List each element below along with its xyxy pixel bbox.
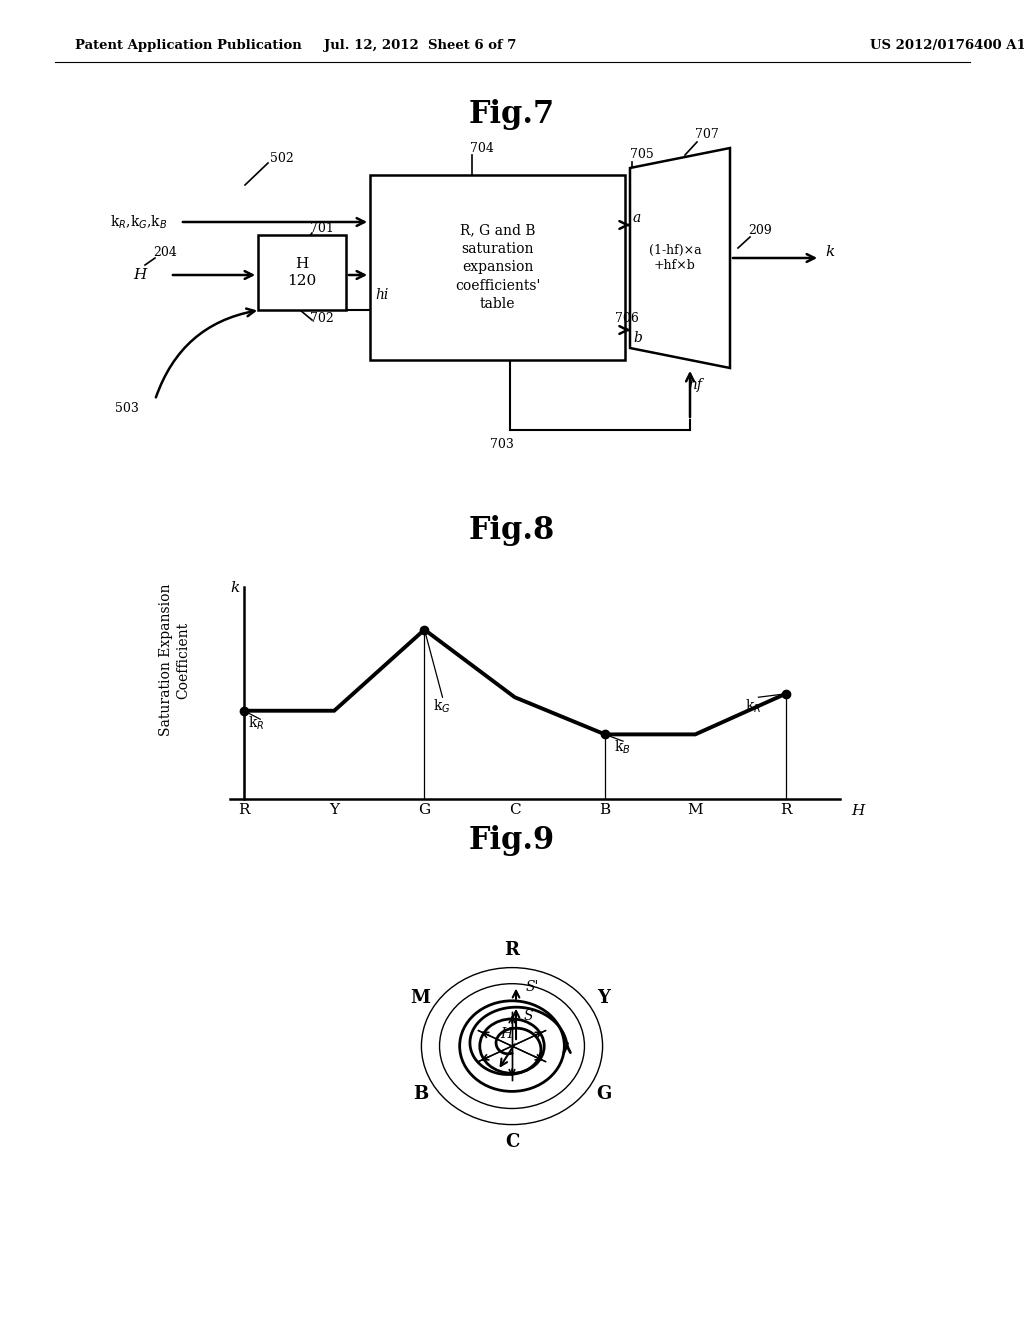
Text: 503: 503 [115, 401, 139, 414]
Text: 703: 703 [490, 438, 514, 451]
Text: H: H [851, 804, 864, 818]
Text: hf: hf [688, 378, 702, 392]
Text: H: H [133, 268, 146, 282]
Text: hi: hi [375, 288, 388, 302]
Text: 705: 705 [630, 149, 653, 161]
Text: k$_G$: k$_G$ [433, 698, 452, 715]
Text: 701: 701 [310, 222, 334, 235]
Text: R, G and B
saturation
expansion
coefficients'
table: R, G and B saturation expansion coeffici… [455, 223, 541, 312]
Text: Patent Application Publication: Patent Application Publication [75, 38, 302, 51]
Text: Fig.7: Fig.7 [469, 99, 555, 131]
Text: (1-hf)×a
+hf×b: (1-hf)×a +hf×b [648, 244, 701, 272]
Text: k$_R$,k$_G$,k$_B$: k$_R$,k$_G$,k$_B$ [110, 214, 168, 231]
Text: 702: 702 [310, 312, 334, 325]
Text: k$_R$: k$_R$ [744, 698, 761, 715]
Text: B: B [413, 1085, 428, 1104]
Text: H: H [500, 1027, 512, 1041]
Text: C: C [505, 1133, 519, 1151]
FancyBboxPatch shape [258, 235, 346, 310]
Text: 502: 502 [270, 152, 294, 165]
Text: S': S' [525, 979, 539, 994]
Text: 204: 204 [153, 246, 177, 259]
Polygon shape [630, 148, 730, 368]
Text: 706: 706 [615, 312, 639, 325]
Text: 707: 707 [695, 128, 719, 141]
FancyBboxPatch shape [370, 176, 625, 360]
Text: k$_R$: k$_R$ [249, 714, 265, 733]
Text: Saturation Expansion
Coefficient: Saturation Expansion Coefficient [160, 583, 190, 737]
Text: H
120: H 120 [288, 257, 316, 288]
Text: k: k [230, 582, 240, 595]
Text: Hue H: Hue H [486, 785, 538, 800]
Text: R: R [505, 941, 519, 960]
Text: Fig.8: Fig.8 [469, 515, 555, 545]
Text: a: a [633, 211, 641, 224]
Text: k: k [825, 246, 835, 259]
Text: b: b [633, 331, 642, 345]
Text: M: M [411, 989, 430, 1007]
Text: Jul. 12, 2012  Sheet 6 of 7: Jul. 12, 2012 Sheet 6 of 7 [324, 38, 516, 51]
Text: US 2012/0176400 A1: US 2012/0176400 A1 [870, 38, 1024, 51]
Text: 704: 704 [470, 141, 494, 154]
Text: 209: 209 [748, 223, 772, 236]
Text: S: S [523, 1008, 532, 1023]
Text: G: G [596, 1085, 611, 1104]
Text: Y: Y [597, 989, 610, 1007]
Text: k$_B$: k$_B$ [614, 738, 631, 755]
Text: Fig.9: Fig.9 [469, 825, 555, 855]
